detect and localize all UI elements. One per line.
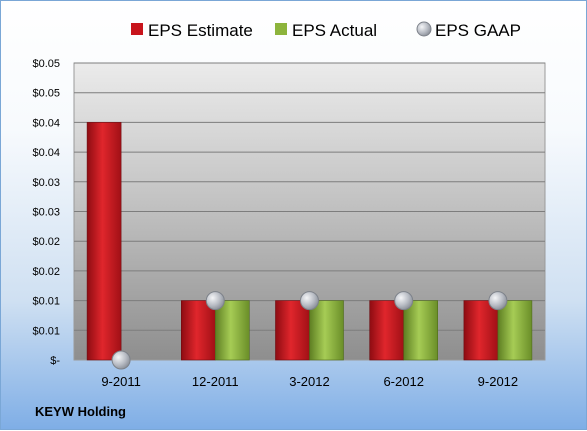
- y-tick-label: $0.04: [32, 117, 60, 129]
- y-tick-label: $0.02: [32, 266, 60, 278]
- legend-swatch: [131, 23, 143, 35]
- bar-eps-actual: [403, 300, 439, 361]
- bar-eps-estimate: [463, 300, 499, 361]
- y-tick-label: $0.05: [32, 58, 60, 70]
- x-tick-label: 9-2012: [478, 374, 518, 389]
- y-tick-label: $0.03: [32, 177, 60, 189]
- bar-eps-estimate: [181, 300, 216, 361]
- bar-eps-estimate: [369, 300, 405, 361]
- y-tick-label: $-: [50, 355, 60, 367]
- legend: EPS Estimate EPS Actual EPS GAAP: [131, 21, 521, 40]
- marker-eps-gaap: [394, 291, 414, 311]
- marker-eps-gaap: [300, 291, 319, 311]
- legend-label: EPS GAAP: [435, 21, 521, 40]
- x-tick-label: 3-2012: [289, 374, 329, 389]
- bar-eps-estimate: [86, 122, 122, 361]
- x-tick-label: 9-2011: [101, 374, 141, 389]
- y-tick-label: $0.04: [32, 147, 60, 159]
- y-axis: $- $0.01 $0.01 $0.02 $0.02 $0.03 $0.03 $0.04 $0.…: [32, 58, 60, 367]
- bar-eps-estimate: [275, 300, 310, 361]
- bar-eps-actual: [497, 300, 533, 361]
- x-axis: 9-2011 12-2011 3-2012 6-2012 9-2012: [101, 374, 518, 389]
- gaap-markers: [111, 291, 508, 370]
- y-tick-label: $0.03: [32, 207, 60, 219]
- legend-swatch-eps-gaap: [416, 21, 432, 37]
- bar-eps-actual: [215, 300, 250, 361]
- marker-eps-gaap: [205, 291, 225, 311]
- legend-label: EPS Actual: [292, 21, 377, 40]
- bars: [86, 122, 533, 361]
- x-tick-label: 12-2011: [192, 374, 239, 389]
- bar-eps-actual: [309, 300, 344, 361]
- marker-eps-gaap: [488, 291, 508, 311]
- y-tick-label: $0.05: [32, 88, 60, 100]
- y-tick-label: $0.02: [32, 236, 60, 248]
- legend-swatch: [275, 23, 287, 35]
- company-name: KEYW Holding: [35, 404, 126, 419]
- y-tick-label: $0.01: [32, 325, 60, 337]
- legend-label: EPS Estimate: [148, 21, 253, 40]
- y-tick-label: $0.01: [32, 296, 60, 308]
- marker-eps-gaap: [111, 350, 131, 370]
- x-tick-label: 6-2012: [383, 374, 423, 389]
